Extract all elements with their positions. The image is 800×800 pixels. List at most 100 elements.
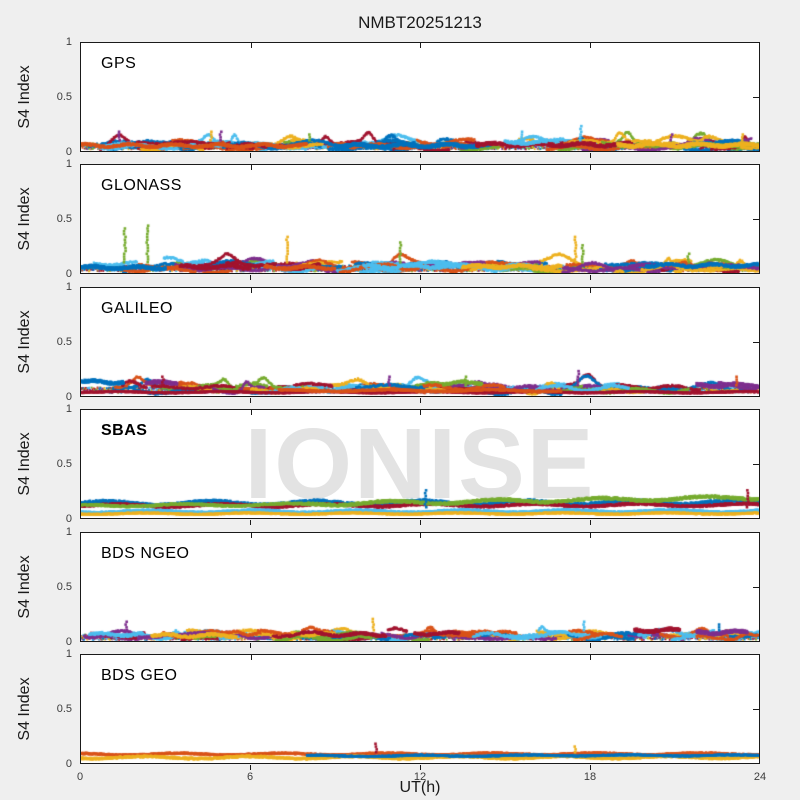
panel-label-bds-ngeo: BDS NGEO (101, 545, 190, 562)
y-tick-label: 0 (65, 636, 72, 648)
x-tick-mark (589, 288, 591, 293)
x-tick-mark (420, 275, 421, 280)
x-tick-mark (589, 43, 591, 48)
x-tick-mark (420, 410, 421, 415)
x-tick-mark (250, 43, 252, 48)
x-tick-mark (250, 520, 251, 525)
y-axis-label: S4 Index (16, 310, 33, 374)
x-axis-title: UT(h) (399, 779, 441, 796)
x-tick-mark (420, 165, 421, 170)
y-tick-mark (753, 587, 759, 588)
y-tick-mark (80, 342, 81, 343)
x-tick-label: 18 (583, 771, 597, 783)
panel-bds-geo: S4 Index 1 0.5 0 BDS GEO 0 6 12 18 24 (16, 648, 766, 783)
chart-title: NMBT20251213 (358, 13, 482, 32)
y-tick-mark (80, 219, 81, 220)
y-tick-mark (753, 709, 759, 710)
plot-area: GLONASS (80, 164, 760, 274)
y-tick-label: 1 (65, 281, 72, 293)
x-tick-mark (589, 410, 591, 415)
x-tick-mark (590, 520, 591, 525)
plot-area: BDS GEO (80, 654, 760, 764)
y-tick-mark (80, 587, 81, 588)
x-tick-mark (590, 643, 591, 648)
y-tick-label: 0.5 (56, 213, 72, 225)
y-tick-label: 0 (65, 758, 72, 770)
x-tick-label: 0 (76, 771, 84, 783)
y-tick-label: 1 (65, 403, 72, 415)
plot-area: BDS NGEO (80, 532, 760, 642)
y-tick-mark (80, 709, 81, 710)
x-tick-mark (250, 153, 251, 158)
panel-label-gps: GPS (101, 55, 137, 72)
x-tick-mark (420, 43, 421, 48)
plot-area: GPS (80, 42, 760, 152)
plot-canvas-glonass (81, 165, 759, 273)
panel-galileo: S4 Index 1 0.5 0 GALILEO (16, 281, 760, 403)
y-tick-label: 0.5 (56, 458, 72, 470)
x-tick-mark (420, 288, 421, 293)
plot-canvas-sbas (81, 410, 759, 518)
panel-bds-ngeo: S4 Index 1 0.5 0 BDS NGEO (16, 526, 760, 648)
x-tick-mark (250, 643, 251, 648)
y-tick-mark (753, 342, 759, 343)
y-tick-mark (753, 219, 759, 220)
x-tick-mark (250, 275, 251, 280)
x-tick-label: 12 (413, 771, 427, 783)
x-tick-label: 24 (753, 771, 767, 783)
y-tick-mark (80, 97, 81, 98)
x-tick-mark (250, 410, 252, 415)
x-tick-mark (590, 765, 591, 770)
y-axis-label: S4 Index (16, 555, 33, 619)
panel-label-glonass: GLONASS (101, 177, 182, 194)
x-tick-mark (420, 153, 421, 158)
y-tick-label: 0 (65, 513, 72, 525)
x-tick-mark (589, 655, 591, 660)
x-tick-mark (420, 765, 421, 770)
x-tick-mark (420, 520, 421, 525)
plot-canvas-galileo (81, 288, 759, 396)
x-tick-mark (590, 398, 591, 403)
x-tick-mark (590, 153, 591, 158)
x-tick-mark (420, 643, 421, 648)
y-tick-label: 0.5 (56, 91, 72, 103)
y-tick-label: 0 (65, 268, 72, 280)
plot-canvas-bds-geo (81, 655, 759, 763)
y-tick-label: 0.5 (56, 703, 72, 715)
y-axis-label: S4 Index (16, 432, 33, 496)
x-tick-mark (250, 533, 252, 538)
panel-label-galileo: GALILEO (101, 300, 173, 317)
panel-sbas: S4 Index 1 0.5 0 IONISE SBAS (16, 403, 760, 525)
plot-canvas-gps (81, 43, 759, 151)
x-tick-label: 6 (246, 771, 254, 783)
y-tick-label: 1 (65, 526, 72, 538)
panel-glonass: S4 Index 1 0.5 0 GLONASS (16, 158, 760, 280)
plot-area: IONISE SBAS (80, 409, 760, 519)
y-axis-label: S4 Index (16, 65, 33, 129)
x-tick-mark (250, 655, 252, 660)
y-tick-label: 0 (65, 146, 72, 158)
y-tick-label: 0 (65, 391, 72, 403)
y-tick-label: 0.5 (56, 581, 72, 593)
y-tick-label: 1 (65, 158, 72, 170)
y-tick-mark (80, 464, 81, 465)
x-tick-mark (589, 165, 591, 170)
x-tick-mark (250, 165, 252, 170)
y-tick-label: 1 (65, 36, 72, 48)
y-axis-label: S4 Index (16, 187, 33, 251)
x-tick-mark (250, 288, 252, 293)
y-tick-mark (753, 97, 759, 98)
y-tick-label: 0.5 (56, 336, 72, 348)
x-tick-mark (590, 275, 591, 280)
panel-label-sbas: SBAS (101, 422, 148, 439)
plot-canvas-bds-ngeo (81, 533, 759, 641)
panel-label-bds-geo: BDS GEO (101, 667, 178, 684)
x-tick-mark (250, 765, 251, 770)
y-tick-label: 1 (65, 648, 72, 660)
x-tick-mark (420, 655, 421, 660)
panel-gps: S4 Index 1 0.5 0 GPS (16, 36, 760, 158)
plot-area: GALILEO (80, 287, 760, 397)
x-tick-mark (420, 398, 421, 403)
y-axis-label: S4 Index (16, 677, 33, 741)
